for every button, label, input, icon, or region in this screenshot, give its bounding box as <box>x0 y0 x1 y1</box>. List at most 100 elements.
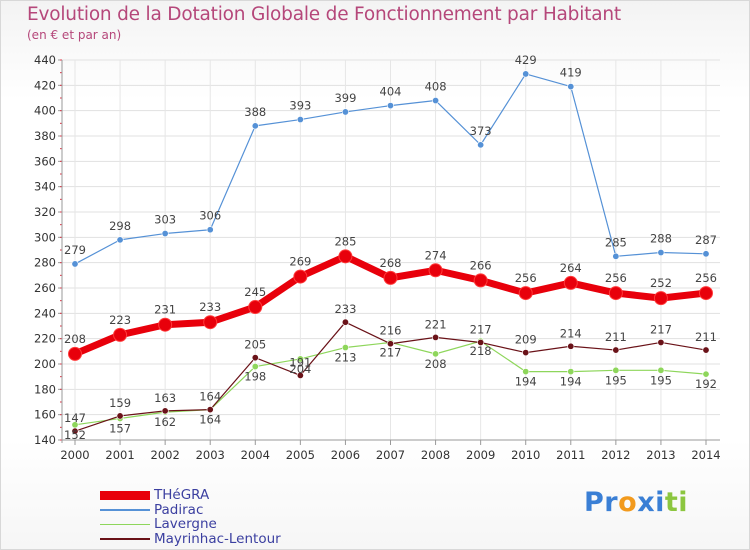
x-tick-label: 2004 <box>241 448 270 462</box>
data-point-thégra <box>338 249 353 264</box>
y-tick-label: 380 <box>34 129 56 143</box>
data-point-thégra <box>699 286 713 301</box>
data-point-mayrinhac-lentour <box>206 406 214 414</box>
data-label: 373 <box>470 124 492 138</box>
data-label: 217 <box>380 345 402 359</box>
data-point-padirac <box>702 250 710 258</box>
data-point-lavergne <box>251 363 259 371</box>
data-label: 211 <box>695 330 717 344</box>
data-label: 233 <box>334 302 356 316</box>
y-tick-label: 140 <box>34 433 56 447</box>
x-tick-label: 2003 <box>196 448 225 462</box>
data-label: 162 <box>154 415 176 429</box>
logo-letter: o <box>618 487 638 518</box>
data-point-thégra <box>473 273 488 288</box>
data-label: 298 <box>109 219 131 233</box>
x-tick-label: 2006 <box>331 448 360 462</box>
data-label: 393 <box>289 99 311 113</box>
y-tick-label: 280 <box>34 256 56 270</box>
data-point-lavergne <box>522 368 530 376</box>
y-tick-label: 400 <box>34 104 56 118</box>
y-tick-label: 220 <box>34 332 56 346</box>
logo-letter: P <box>584 487 605 518</box>
data-label: 419 <box>560 66 582 80</box>
data-point-thégra <box>248 300 263 314</box>
x-tick-label: 2009 <box>466 448 495 462</box>
data-label: 268 <box>380 256 402 270</box>
data-label: 388 <box>244 105 266 119</box>
proxiti-logo: Proxiti <box>584 487 688 518</box>
legend-label: Lavergne <box>154 516 217 533</box>
logo-letter: x <box>637 487 656 518</box>
x-tick-label: 2014 <box>691 448 720 462</box>
y-tick-label: 420 <box>34 78 56 92</box>
y-tick-label: 300 <box>34 230 56 244</box>
y-tick-label: 260 <box>34 281 56 295</box>
logo-letter: t <box>664 487 679 518</box>
data-label: 163 <box>154 391 176 405</box>
y-tick-label: 440 <box>34 53 56 67</box>
legend-swatch <box>100 538 150 540</box>
data-label: 285 <box>605 235 627 249</box>
data-label: 217 <box>650 322 672 336</box>
data-point-thégra <box>428 263 443 278</box>
data-point-lavergne <box>612 366 620 374</box>
data-label: 204 <box>289 362 311 376</box>
data-point-padirac <box>71 260 79 268</box>
data-point-padirac <box>612 252 620 260</box>
x-tick-label: 2008 <box>421 448 450 462</box>
y-tick-label: 200 <box>34 357 56 371</box>
data-label: 195 <box>605 373 627 387</box>
data-label: 287 <box>695 233 717 247</box>
data-point-thégra <box>203 315 218 330</box>
data-label: 147 <box>64 411 86 425</box>
data-point-mayrinhac-lentour <box>657 338 665 346</box>
data-point-padirac <box>657 249 665 257</box>
data-point-thégra <box>383 270 398 285</box>
chart-subtitle: (en € et par an) <box>27 28 122 42</box>
legend-swatch <box>100 523 150 525</box>
data-label: 152 <box>64 428 86 442</box>
data-point-mayrinhac-lentour <box>251 354 259 362</box>
data-point-thégra <box>113 327 128 342</box>
data-label: 195 <box>650 373 672 387</box>
x-tick-label: 2000 <box>60 448 89 462</box>
data-label: 256 <box>515 271 537 285</box>
data-point-padirac <box>251 122 259 130</box>
data-label: 194 <box>560 375 582 389</box>
legend-swatch <box>100 509 150 511</box>
legend-label: Mayrinhac-Lentour <box>154 530 281 547</box>
data-label: 205 <box>244 338 266 352</box>
data-point-mayrinhac-lentour <box>341 318 349 326</box>
data-point-padirac <box>161 230 169 238</box>
y-tick-label: 320 <box>34 205 56 219</box>
data-label: 288 <box>650 232 672 246</box>
data-label: 231 <box>154 303 176 317</box>
data-label: 216 <box>380 324 402 338</box>
data-label: 191 <box>289 355 311 369</box>
data-point-mayrinhac-lentour <box>161 407 169 415</box>
data-label: 217 <box>470 322 492 336</box>
data-point-mayrinhac-lentour <box>386 340 394 348</box>
x-tick-label: 2011 <box>556 448 585 462</box>
data-point-lavergne <box>432 350 440 358</box>
data-label: 159 <box>109 396 131 410</box>
data-point-thégra <box>608 286 623 301</box>
data-point-mayrinhac-lentour <box>567 342 575 350</box>
data-point-lavergne <box>341 344 349 352</box>
data-label: 221 <box>425 317 447 331</box>
y-tick-label: 180 <box>34 382 56 396</box>
data-point-padirac <box>477 141 485 149</box>
legend-item: Padirac <box>100 503 281 518</box>
logo-letter: i <box>678 487 689 518</box>
legend-item: THéGRA <box>100 488 281 503</box>
logo-letter: i <box>655 487 665 518</box>
data-label: 192 <box>695 377 717 391</box>
data-label: 264 <box>560 261 582 275</box>
data-label: 213 <box>334 351 356 365</box>
data-point-lavergne <box>702 370 710 378</box>
data-point-thégra <box>293 269 308 284</box>
chart-title: Evolution de la Dotation Globale de Fonc… <box>27 4 621 25</box>
